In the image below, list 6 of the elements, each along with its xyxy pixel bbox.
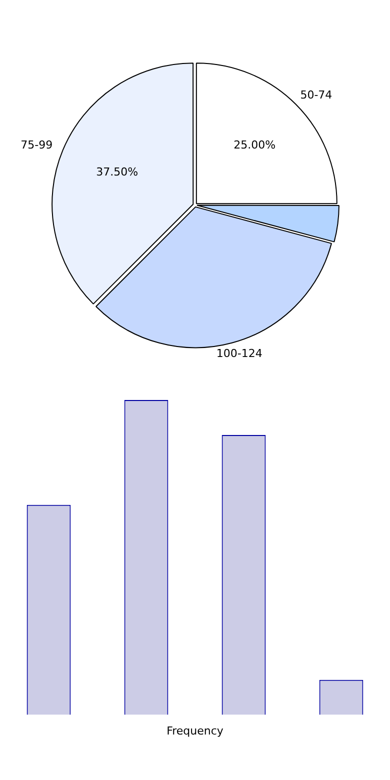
slice-label: 100-124 — [216, 347, 262, 360]
data-label: 25.00% — [234, 138, 276, 152]
data-label: 37.50% — [96, 166, 138, 179]
slice-label: 50-74 — [300, 88, 332, 102]
slice-label: 75-99 — [20, 138, 53, 152]
x-axis-title: Frequency — [166, 724, 224, 738]
